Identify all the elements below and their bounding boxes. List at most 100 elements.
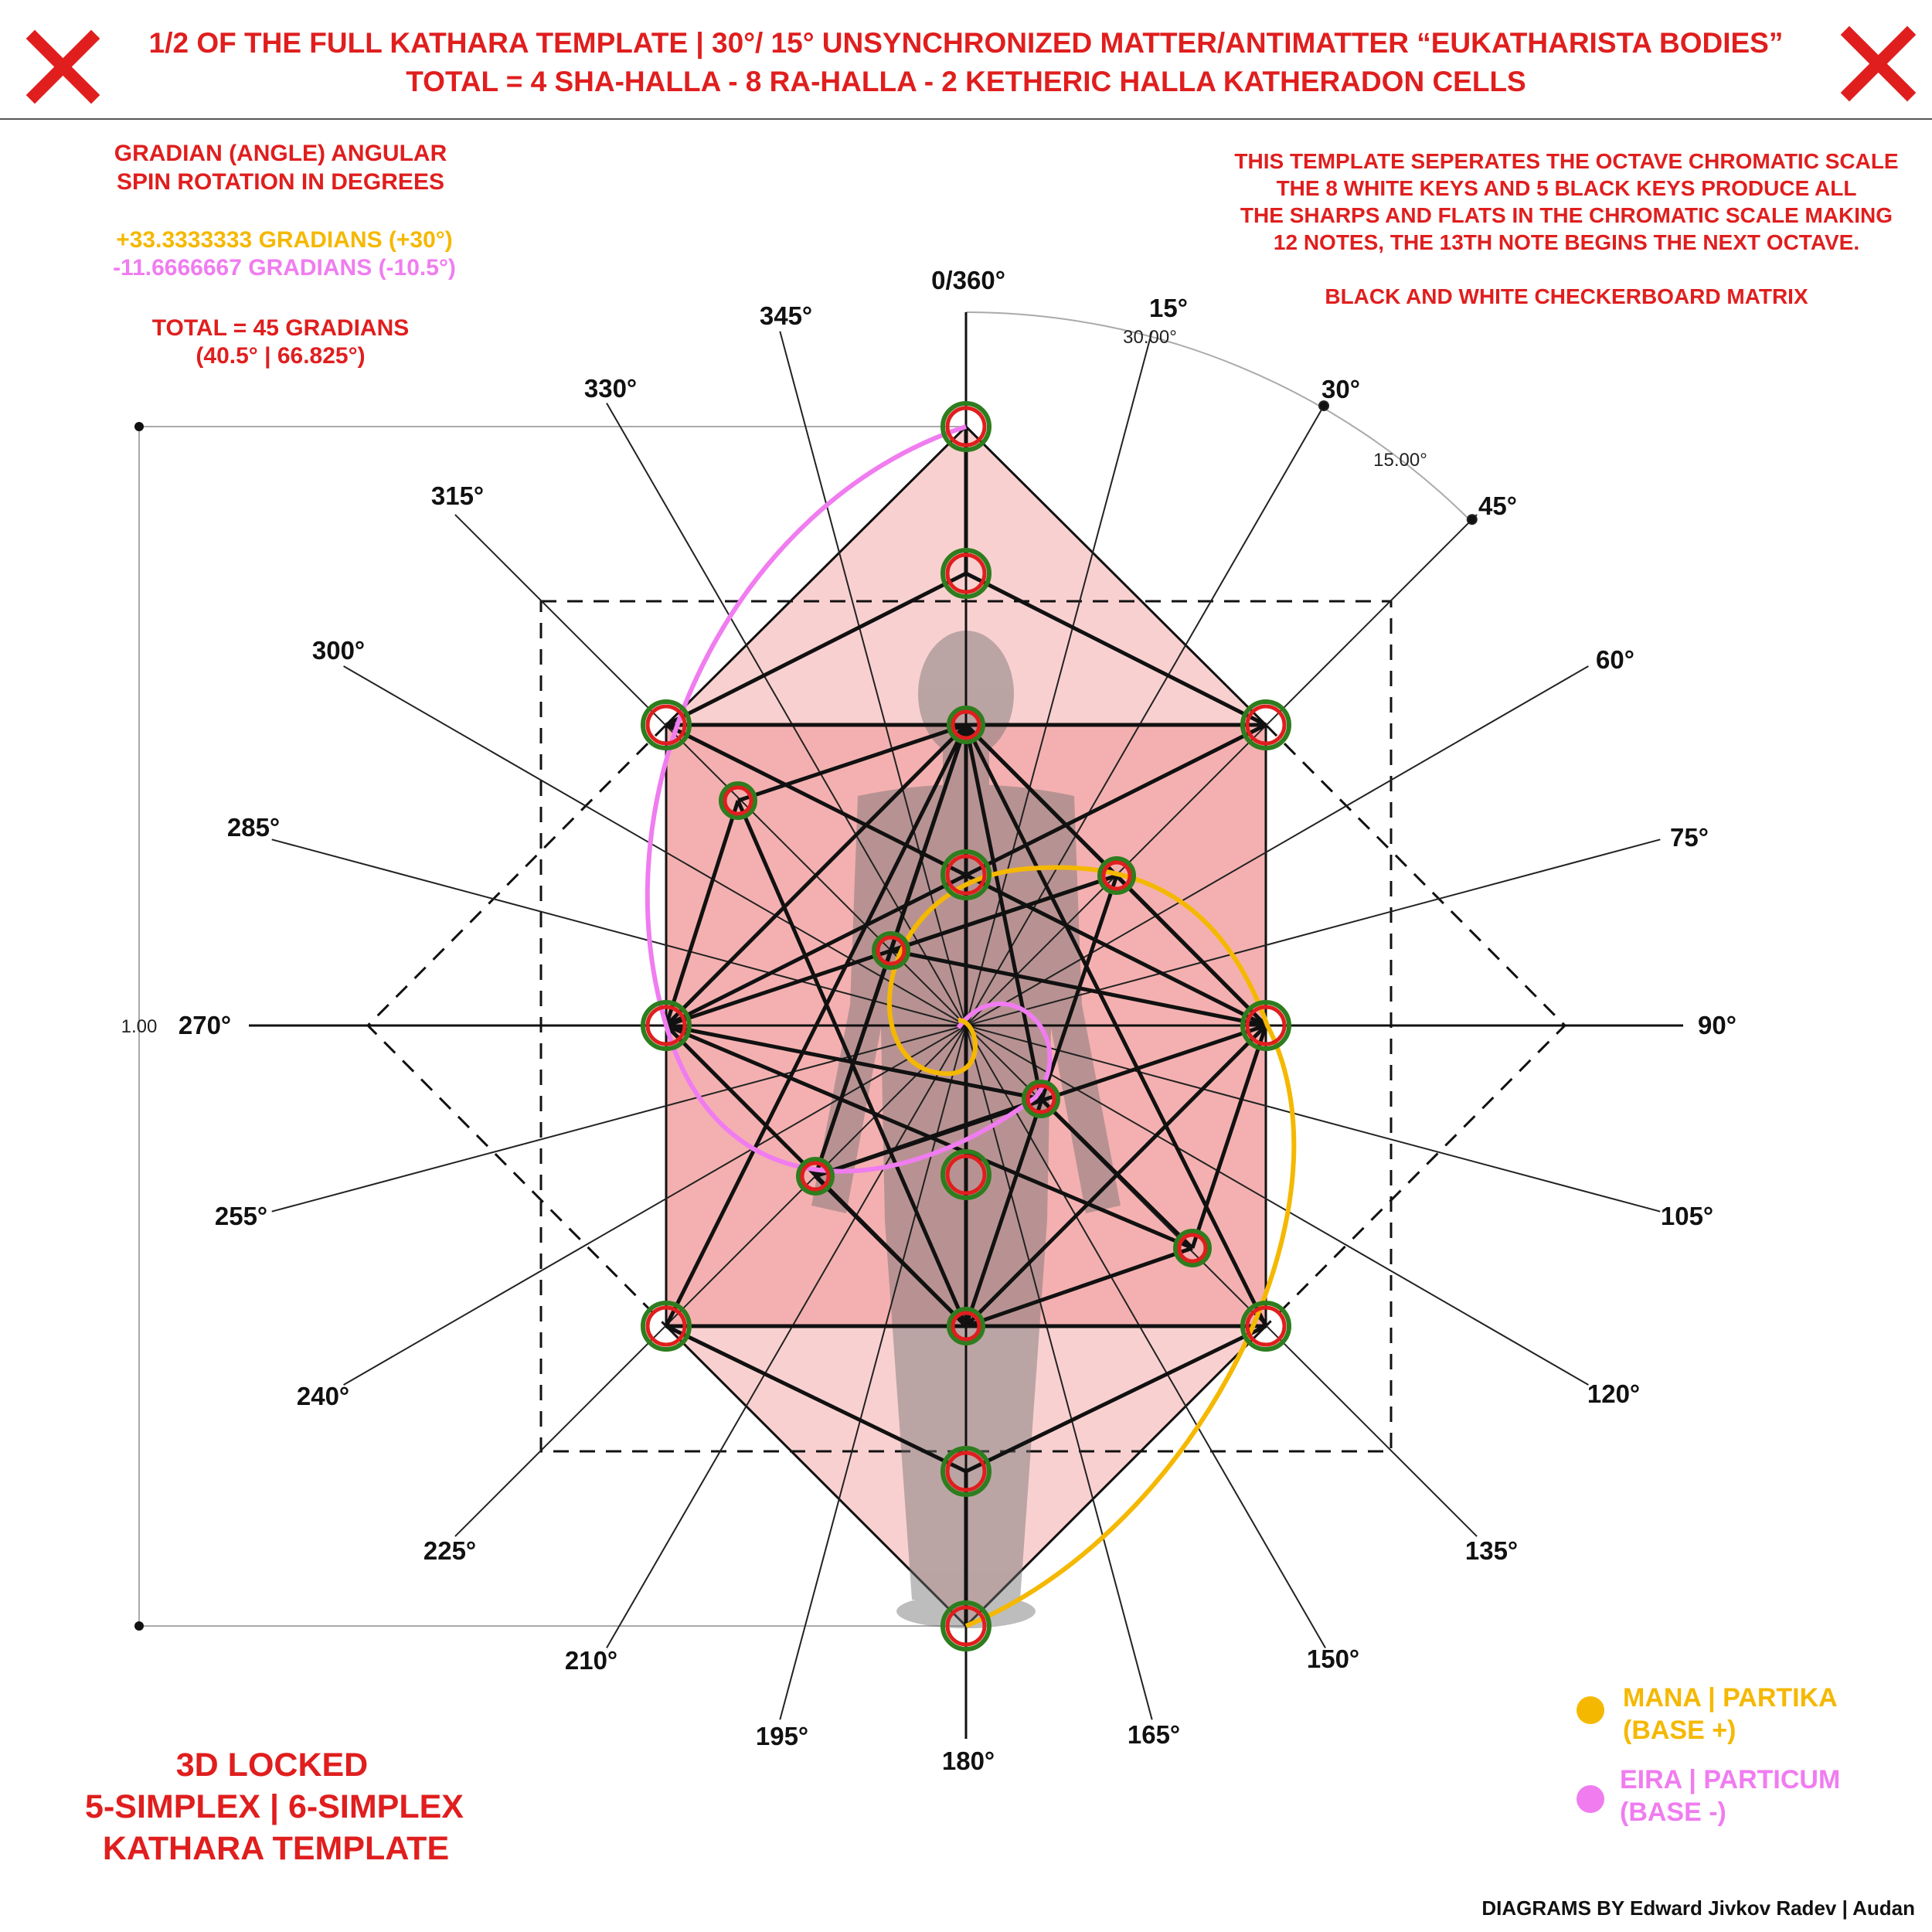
angle-label-195: 195° (756, 1722, 808, 1750)
ray-330 (606, 403, 967, 1026)
node-k3 (940, 1446, 992, 1497)
template-title: 3D LOCKED 5-SIMPLEX | 6-SIMPLEX KATHARA … (85, 1747, 464, 1867)
chromatic-line-2: THE 8 WHITE KEYS AND 5 BLACK KEYS PRODUC… (1277, 176, 1857, 200)
edge-bl-h1 (664, 723, 968, 1328)
edge-s5-h4 (814, 1175, 968, 1328)
edge-s5-mr (815, 1023, 1267, 1179)
angle-label-165: 165° (1128, 1720, 1180, 1749)
node-tl (641, 699, 692, 750)
angle-label-300: 300° (312, 636, 365, 665)
angle-label-345: 345° (760, 301, 812, 330)
eira-legend-dot (1577, 1785, 1604, 1813)
angle-label-315: 315° (431, 481, 484, 510)
angle-label-30: 30° (1321, 375, 1360, 403)
eira-spiral (645, 424, 1053, 1174)
angle-label-180: 180° (942, 1747, 995, 1775)
gradian-note: GRADIAN (ANGLE) ANGULAR SPIN ROTATION IN… (113, 141, 456, 369)
mana-legend-dot (1577, 1696, 1604, 1724)
node-h4 (947, 1307, 985, 1345)
edge-mr-h4 (964, 1024, 1267, 1328)
close-icon-right[interactable] (1840, 26, 1917, 102)
mana-spiral (886, 865, 1297, 1628)
node-bot (940, 1600, 992, 1651)
edge-s6-h4 (965, 1246, 1193, 1328)
ray-345 (779, 331, 967, 1026)
ray-end-dot-45 (1466, 514, 1478, 526)
ray-15 (965, 331, 1153, 1026)
node-s6 (1173, 1229, 1212, 1267)
katheradon-nodes (641, 401, 1291, 1651)
gradian-minus: -11.6666667 GRADIANS (-10.5°) (113, 255, 456, 281)
dimension-dot-top (134, 422, 144, 431)
node-k2 (940, 548, 992, 599)
edge-k3-br (964, 1324, 1267, 1474)
angle-label-240: 240° (297, 1382, 349, 1410)
gradian-total-2: (40.5° | 66.825°) (196, 343, 365, 369)
angle-label-270: 270° (179, 1011, 231, 1039)
template-title-3: KATHARA TEMPLATE (103, 1830, 449, 1867)
chromatic-line-4: 12 NOTES, THE 13TH NOTE BEGINS THE NEXT … (1274, 230, 1859, 254)
node-ml (641, 1000, 692, 1051)
edge-s1-ml (664, 800, 740, 1026)
height-dimension-label: 1.00 (121, 1016, 158, 1037)
close-icon-left[interactable] (26, 29, 100, 104)
angle-label-120: 120° (1587, 1379, 1640, 1408)
chromatic-line-5: BLACK AND WHITE CHECKERBOARD MATRIX (1325, 284, 1808, 308)
angle-label-90: 90° (1698, 1011, 1736, 1039)
node-s1 (719, 781, 757, 820)
mana-legend-label-1: MANA | PARTIKA (1623, 1683, 1838, 1713)
angle-label-255: 255° (215, 1202, 267, 1230)
edge-k2-tl (665, 571, 968, 727)
height-dimension (138, 426, 966, 1627)
edge-s6-ml (665, 1023, 1193, 1250)
node-top (940, 401, 992, 452)
chromatic-line-3: THE SHARPS AND FLATS IN THE CHROMATIC SC… (1240, 203, 1893, 227)
node-s5 (796, 1157, 835, 1196)
gradian-title-1: GRADIAN (ANGLE) ANGULAR (114, 141, 447, 166)
node-h1 (947, 706, 985, 744)
edge-s4-s6 (1039, 1097, 1194, 1250)
ray-300 (343, 665, 967, 1026)
template-title-1: 3D LOCKED (176, 1747, 368, 1784)
edge-s1-h1 (737, 723, 967, 803)
edge-s6-mr (1190, 1025, 1268, 1249)
ray-end-dot-30 (1318, 400, 1329, 412)
ray-30 (965, 403, 1326, 1026)
ray-105 (965, 1025, 1661, 1213)
ray-210 (606, 1025, 967, 1648)
node-br (1240, 1301, 1291, 1352)
ray-285 (271, 838, 967, 1026)
gradian-title-2: SPIN ROTATION IN DEGREES (117, 169, 444, 195)
angle-label-15: 15° (1149, 294, 1188, 322)
edge-k2-tr (964, 571, 1267, 727)
ray-45 (965, 514, 1478, 1026)
mana-legend-label-2: (BASE +) (1623, 1716, 1736, 1745)
edge-s3-mr (890, 948, 1267, 1028)
dimension-dot-bottom (134, 1621, 144, 1631)
node-mr (1240, 1000, 1291, 1051)
node-s2 (1097, 856, 1136, 895)
angle-label-60: 60° (1596, 645, 1634, 674)
arc-label-15: 15.00° (1373, 450, 1427, 471)
angle-labels: 0/360° 15° 30° 45° 60° 75° 90° 105° 120°… (179, 266, 1736, 1775)
ray-150 (965, 1025, 1326, 1648)
gradian-plus: +33.3333333 GRADIANS (+30°) (116, 227, 453, 253)
angle-label-0: 0/360° (931, 266, 1005, 294)
ray-225 (454, 1025, 967, 1537)
eira-legend-label-1: EIRA | PARTICUM (1620, 1765, 1840, 1794)
ray-120 (965, 1025, 1589, 1386)
angle-label-150: 150° (1307, 1645, 1359, 1673)
eira-legend-label-2: (BASE -) (1620, 1798, 1726, 1827)
header-line-2: TOTAL = 4 SHA-HALLA - 8 RA-HALLA - 2 KET… (406, 66, 1526, 97)
angle-label-330: 330° (584, 374, 637, 403)
edge-h1-ml (665, 723, 968, 1027)
node-s4 (1022, 1080, 1060, 1118)
node-tr (1240, 699, 1291, 750)
angle-label-210: 210° (565, 1646, 617, 1675)
ray-60 (965, 665, 1589, 1026)
angle-label-285: 285° (227, 813, 280, 842)
ray-75 (965, 838, 1661, 1026)
chromatic-note: THIS TEMPLATE SEPERATES THE OCTAVE CHROM… (1234, 149, 1898, 308)
node-bl (641, 1301, 692, 1352)
